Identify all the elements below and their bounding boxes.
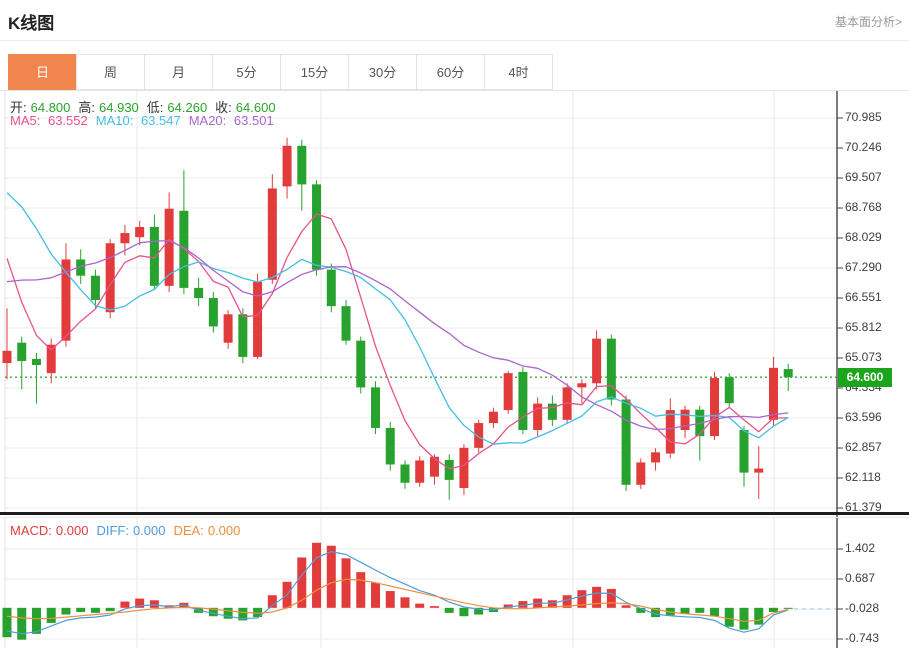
low-label: 低: <box>146 100 164 115</box>
price-tick-label: 70.985 <box>845 110 882 124</box>
macd-legend: MACD: 0.000 DIFF: 0.000 DEA: 0.000 <box>10 523 248 538</box>
open-value: 64.800 <box>30 100 71 115</box>
macd-value: 0.000 <box>55 523 89 538</box>
close-label: 收: <box>215 100 232 115</box>
ma-legend: MA5: 63.552 MA10: 63.547 MA20: 63.501 <box>10 113 282 128</box>
ma5-value: 63.552 <box>47 113 88 128</box>
price-tick-label: 65.073 <box>845 350 882 364</box>
dea-label: DEA: <box>173 523 204 538</box>
price-tick-label: 62.118 <box>845 470 881 484</box>
ma10-value: 63.547 <box>140 113 181 128</box>
ohlc-legend: 开: 64.800 高: 64.930 低: 64.260 收: 64.600 <box>10 97 284 116</box>
price-tick-label: 63.596 <box>845 410 882 424</box>
close-value: 64.600 <box>235 100 276 115</box>
price-tick-label: 68.768 <box>845 200 882 214</box>
price-tick-label: 62.857 <box>845 440 882 454</box>
price-tick-label: 69.507 <box>845 170 882 184</box>
price-tick-label: 70.246 <box>845 140 882 154</box>
price-tick-label: 65.812 <box>845 320 882 334</box>
current-price-badge: 64.600 <box>838 368 892 388</box>
macd-tick-label: 0.687 <box>845 571 876 585</box>
title-divider <box>0 40 909 41</box>
high-label: 高: <box>78 100 96 115</box>
high-value: 64.930 <box>99 100 139 115</box>
ma10-label: MA10: <box>95 113 134 128</box>
tab-日[interactable]: 日 <box>8 54 77 90</box>
period-tab-bar: 日周月 5分 15分 30分 60分 4时 <box>8 54 553 90</box>
pane-divider <box>0 512 909 515</box>
tab-周[interactable]: 周 <box>76 54 145 90</box>
open-label: 开: <box>10 100 27 115</box>
dea-value: 0.000 <box>207 523 241 538</box>
price-tick-label: 61.379 <box>845 500 882 514</box>
price-tick-label: 67.290 <box>845 260 882 274</box>
macd-label: MACD: <box>10 523 52 538</box>
page-title: K线图 <box>8 14 55 33</box>
price-tick-label: 68.029 <box>845 230 882 244</box>
tab-60分[interactable]: 60分 <box>416 54 485 90</box>
macd-pane-top-border <box>0 517 909 518</box>
macd-tick-label: -0.743 <box>845 631 880 645</box>
tab-30分[interactable]: 30分 <box>348 54 417 90</box>
low-value: 64.260 <box>167 100 208 115</box>
tabbar-bottom-border <box>0 90 909 91</box>
diff-value: 0.000 <box>132 523 166 538</box>
macd-tick-label: 1.402 <box>845 541 876 555</box>
macd-tick-label: -0.028 <box>845 601 880 615</box>
ma20-label: MA20: <box>188 113 227 128</box>
price-tick-label: 66.551 <box>845 290 882 304</box>
tab-5分[interactable]: 5分 <box>212 54 281 90</box>
ma20-value: 63.501 <box>233 113 274 128</box>
diff-label: DIFF: <box>96 523 129 538</box>
ma5-label: MA5: <box>10 113 41 128</box>
tab-4时[interactable]: 4时 <box>484 54 553 90</box>
fundamental-analysis-link[interactable]: 基本面分析> <box>834 15 902 29</box>
